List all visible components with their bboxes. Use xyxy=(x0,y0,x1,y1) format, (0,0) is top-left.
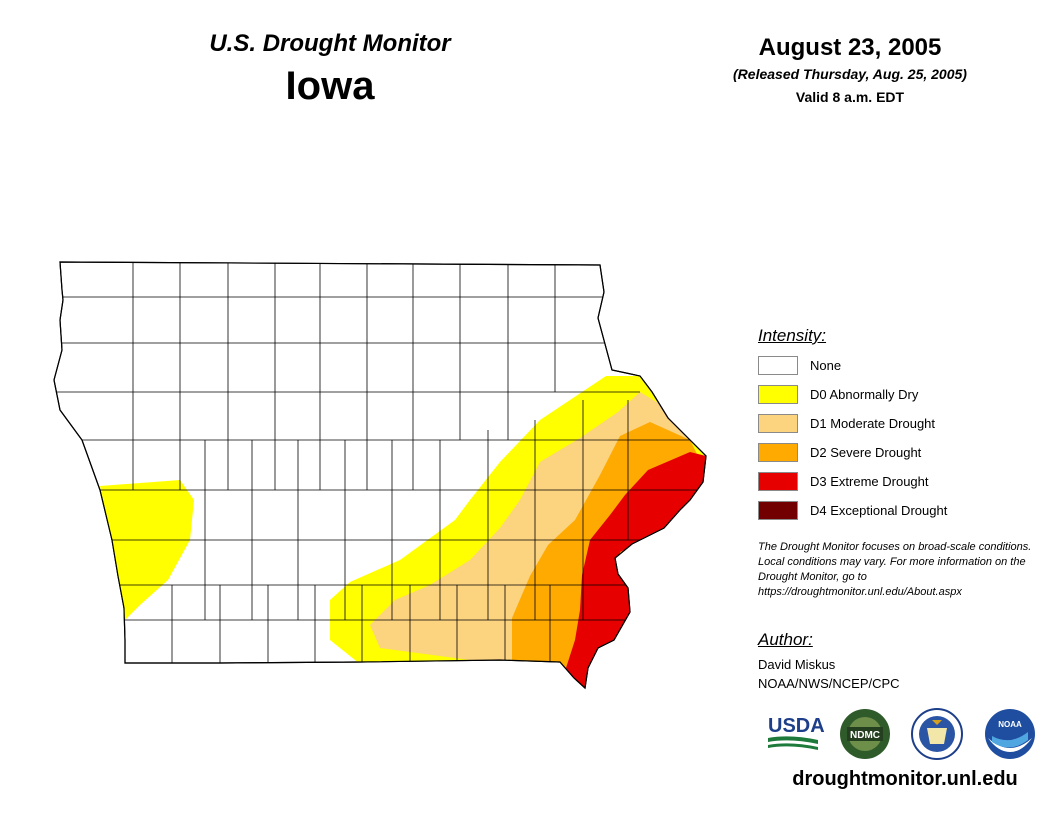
disclaimer-note: The Drought Monitor focuses on broad-sca… xyxy=(758,541,1032,598)
legend-label: D4 Exceptional Drought xyxy=(810,503,948,518)
legend-swatch xyxy=(758,443,798,462)
svg-text:NOAA: NOAA xyxy=(998,720,1022,729)
legend-label: D2 Severe Drought xyxy=(810,445,922,460)
svg-text:NDMC: NDMC xyxy=(850,730,880,741)
agency-logos: USDA NDMC NOAA xyxy=(768,708,1035,760)
map-title: U.S. Drought Monitor xyxy=(209,30,451,57)
author-name: David Miskus xyxy=(758,657,836,672)
ndmc-logo: NDMC xyxy=(840,709,890,759)
d3-extreme-drought xyxy=(566,452,706,688)
legend-swatch xyxy=(758,385,798,404)
legend-swatch xyxy=(758,501,798,520)
author-heading: Author: xyxy=(758,630,813,649)
author-organization: NOAA/NWS/NCEP/CPC xyxy=(758,676,900,691)
iowa-border xyxy=(53,261,707,690)
legend-swatch xyxy=(758,356,798,375)
website-url: droughtmonitor.unl.edu xyxy=(792,768,1018,790)
legend-swatch xyxy=(758,472,798,491)
legend-title: Intensity: xyxy=(758,326,827,345)
iowa-drought-map xyxy=(53,261,707,690)
state-name: Iowa xyxy=(285,64,375,108)
doc-seal xyxy=(911,708,963,760)
county-boundaries xyxy=(54,262,706,680)
legend-swatch xyxy=(758,414,798,433)
usda-logo: USDA xyxy=(768,715,825,750)
legend-label: D1 Moderate Drought xyxy=(810,416,936,431)
map-date: August 23, 2005 xyxy=(758,34,942,61)
svg-text:USDA: USDA xyxy=(768,715,825,737)
release-date: (Released Thursday, Aug. 25, 2005) xyxy=(733,66,967,82)
legend-label: D3 Extreme Drought xyxy=(810,474,929,489)
noaa-logo: NOAA xyxy=(985,709,1035,759)
legend-label: D0 Abnormally Dry xyxy=(810,387,919,402)
legend-label: None xyxy=(810,358,842,373)
valid-time: Valid 8 a.m. EDT xyxy=(795,89,905,105)
